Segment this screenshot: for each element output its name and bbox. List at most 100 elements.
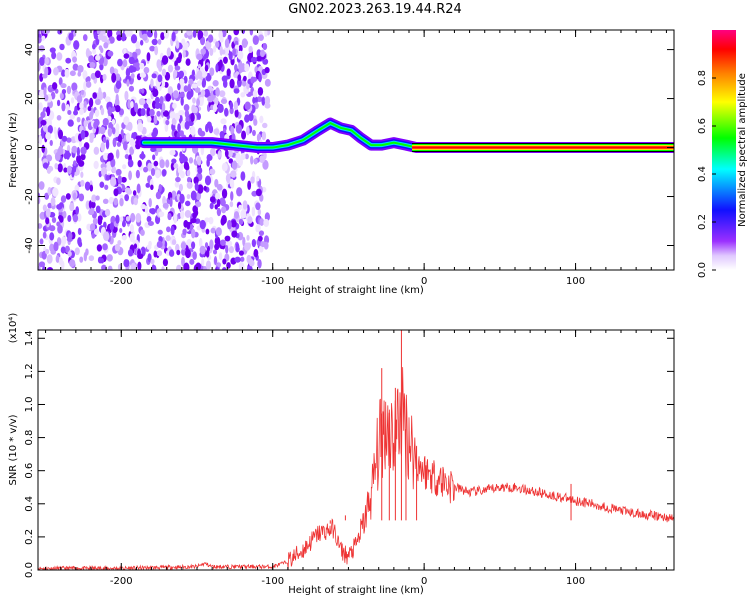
snr-line bbox=[38, 367, 674, 570]
noise-blob bbox=[255, 224, 261, 233]
noise-blob bbox=[244, 153, 249, 160]
noise-blob bbox=[183, 262, 190, 270]
noise-blob bbox=[42, 204, 47, 212]
noise-blob bbox=[186, 176, 192, 183]
colorbar-tick-label: 0.6 bbox=[697, 118, 708, 134]
noise-blob bbox=[246, 242, 252, 250]
noise-blob bbox=[96, 244, 103, 252]
noise-blob bbox=[233, 211, 240, 219]
noise-blob bbox=[107, 50, 114, 57]
colorbar-tick-label: 0.0 bbox=[697, 262, 708, 278]
noise-blob bbox=[100, 258, 104, 264]
noise-blob bbox=[58, 129, 64, 140]
noise-blob bbox=[65, 193, 71, 200]
noise-blob bbox=[44, 57, 49, 65]
noise-blob bbox=[197, 30, 202, 41]
noise-blob bbox=[121, 176, 127, 183]
noise-blob bbox=[176, 56, 182, 64]
noise-blob bbox=[186, 30, 193, 36]
noise-blob bbox=[184, 120, 190, 130]
noise-blob bbox=[100, 142, 106, 152]
noise-blob bbox=[42, 162, 49, 169]
noise-blob bbox=[119, 227, 123, 234]
noise-blob bbox=[262, 159, 269, 170]
noise-blob bbox=[79, 108, 84, 115]
noise-blob bbox=[199, 219, 206, 230]
noise-blob bbox=[238, 218, 244, 225]
noise-blob bbox=[130, 195, 135, 205]
noise-blob bbox=[248, 259, 255, 267]
noise-blob bbox=[130, 73, 135, 79]
noise-blob bbox=[179, 78, 185, 86]
noise-blob bbox=[248, 45, 253, 54]
noise-blob bbox=[209, 47, 214, 56]
noise-blob bbox=[99, 181, 105, 188]
noise-blob bbox=[175, 176, 181, 183]
noise-blob bbox=[122, 141, 128, 151]
noise-blob bbox=[214, 236, 221, 246]
noise-blob bbox=[264, 95, 271, 106]
noise-blob bbox=[57, 224, 63, 234]
noise-blob bbox=[186, 193, 191, 200]
noise-blob bbox=[85, 248, 89, 256]
noise-blob bbox=[253, 158, 258, 165]
noise-blob bbox=[165, 93, 172, 102]
noise-blob bbox=[192, 30, 197, 38]
bot-y-tick-label: 1.2 bbox=[24, 363, 35, 379]
noise-blob bbox=[136, 183, 141, 194]
noise-blob bbox=[60, 83, 67, 89]
noise-blob bbox=[92, 218, 98, 225]
noise-blob bbox=[205, 228, 210, 235]
noise-blob bbox=[83, 81, 87, 91]
noise-blob bbox=[77, 213, 82, 222]
noise-blob bbox=[45, 132, 52, 140]
noise-blob bbox=[91, 194, 97, 203]
noise-blob bbox=[242, 39, 249, 47]
noise-blob bbox=[238, 63, 245, 73]
noise-blob bbox=[233, 101, 238, 111]
noise-blob bbox=[252, 89, 258, 98]
noise-blob bbox=[103, 231, 110, 242]
noise-blob bbox=[38, 149, 42, 159]
noise-blob bbox=[197, 166, 203, 175]
noise-blob bbox=[58, 215, 64, 223]
noise-blob bbox=[64, 245, 70, 254]
noise-blob bbox=[233, 30, 240, 36]
noise-blob bbox=[74, 247, 80, 256]
noise-blob bbox=[67, 119, 74, 127]
noise-blob bbox=[257, 259, 262, 269]
noise-blob bbox=[149, 108, 155, 117]
noise-blob bbox=[214, 204, 218, 210]
noise-blob bbox=[80, 179, 85, 187]
noise-blob bbox=[157, 229, 163, 235]
noise-blob bbox=[72, 214, 79, 223]
noise-blob bbox=[244, 101, 251, 110]
noise-blob bbox=[261, 131, 267, 141]
noise-blob bbox=[56, 99, 61, 107]
noise-blob bbox=[133, 197, 139, 206]
noise-blob bbox=[113, 188, 119, 197]
noise-blob bbox=[205, 40, 212, 51]
noise-blob bbox=[92, 43, 96, 50]
noise-blob bbox=[42, 231, 47, 239]
noise-blob bbox=[210, 227, 216, 234]
noise-blob bbox=[162, 110, 170, 117]
noise-blob bbox=[219, 131, 225, 138]
top-y-tick-label: -20 bbox=[24, 188, 35, 204]
noise-blob bbox=[89, 136, 94, 143]
noise-blob bbox=[149, 208, 154, 214]
noise-blob bbox=[49, 225, 56, 232]
noise-blob bbox=[220, 239, 226, 246]
noise-blob bbox=[258, 230, 265, 236]
noise-blob bbox=[45, 208, 51, 218]
noise-blob bbox=[82, 70, 88, 80]
noise-blob bbox=[218, 59, 223, 68]
noise-blob bbox=[176, 264, 182, 270]
noise-blob bbox=[53, 67, 59, 76]
noise-blob bbox=[261, 96, 266, 106]
noise-blob bbox=[150, 258, 155, 265]
noise-blob bbox=[88, 55, 94, 63]
noise-blob bbox=[105, 139, 110, 150]
noise-blob bbox=[221, 214, 227, 225]
noise-blob bbox=[133, 243, 138, 249]
